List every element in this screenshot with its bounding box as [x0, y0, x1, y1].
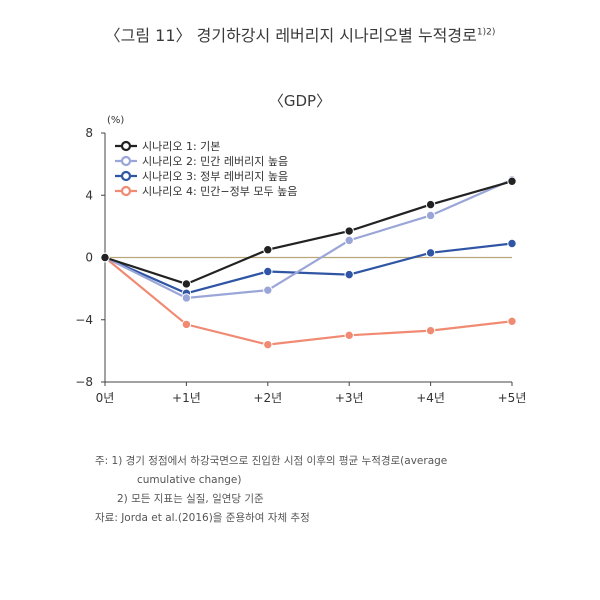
legend-swatch-marker: [120, 155, 132, 167]
y-tick-label: −4: [75, 313, 93, 327]
x-tick-label: 0년: [96, 391, 115, 405]
y-tick-label: −8: [75, 375, 93, 389]
legend-swatch-marker: [120, 185, 132, 197]
y-tick-label: 8: [85, 126, 93, 140]
series-point: [344, 330, 354, 341]
series-line: [104, 242, 513, 295]
series-point: [100, 252, 110, 263]
series-point: [507, 176, 517, 186]
series-point: [181, 279, 192, 289]
legend-swatch-marker: [120, 170, 132, 182]
series-point: [263, 266, 273, 277]
y-tick-label: 4: [85, 188, 93, 202]
series-point: [344, 226, 354, 236]
legend-label: 시나리오 1: 기본: [142, 140, 220, 153]
x-tick-label: +5년: [498, 391, 527, 405]
series-point: [263, 285, 273, 295]
x-tick-label: +3년: [335, 391, 364, 405]
figure-title-footnote-ref: 1)2): [476, 27, 496, 38]
legend-label: 시나리오 2: 민간 레버리지 높음: [142, 155, 288, 168]
series-point: [425, 199, 436, 210]
note-line-3: 2) 모든 지표는 실질, 일연당 기준: [117, 493, 264, 505]
series-point: [425, 248, 436, 258]
series-point: [263, 339, 273, 350]
series-point: [425, 325, 436, 336]
note-source: 자료: Jorda et al.(2016)을 준용하여 자체 추정: [95, 512, 310, 524]
series-point: [181, 293, 192, 303]
x-tick-label: +4년: [416, 391, 445, 405]
x-tick-label: +2년: [253, 391, 282, 405]
y-tick-label: 0: [85, 251, 93, 265]
note-line-1: 주: 1) 경기 정점에서 하강국면으로 진입한 시점 이후의 평균 누적경로(…: [95, 455, 448, 467]
legend-label: 시나리오 3: 정부 레버리지 높음: [142, 170, 288, 183]
series-point: [425, 210, 436, 221]
x-tick-label: +1년: [172, 391, 201, 405]
figure-subtitle: 〈GDP〉: [268, 92, 332, 110]
series-point: [181, 319, 192, 330]
series-line: [104, 180, 513, 286]
series-line: [104, 256, 513, 346]
series-point: [344, 269, 354, 280]
note-line-2: cumulative change): [137, 474, 242, 486]
series-point: [344, 235, 354, 246]
series-point: [263, 245, 273, 255]
figure-notes: 주: 1) 경기 정점에서 하강국면으로 진입한 시점 이후의 평균 누적경로(…: [95, 452, 447, 528]
series-point: [507, 238, 517, 249]
series-line: [104, 178, 513, 300]
legend-label: 시나리오 4: 민간−정부 모두 높음: [142, 185, 297, 198]
legend-swatch-marker: [120, 140, 132, 152]
figure-title: 〈그림 11〉 경기하강시 레버리지 시나리오별 누적경로1)2): [0, 22, 600, 46]
figure-title-text: 〈그림 11〉 경기하강시 레버리지 시나리오별 누적경로: [104, 26, 477, 45]
series-point: [507, 316, 517, 327]
y-axis-unit: (%): [107, 115, 124, 126]
